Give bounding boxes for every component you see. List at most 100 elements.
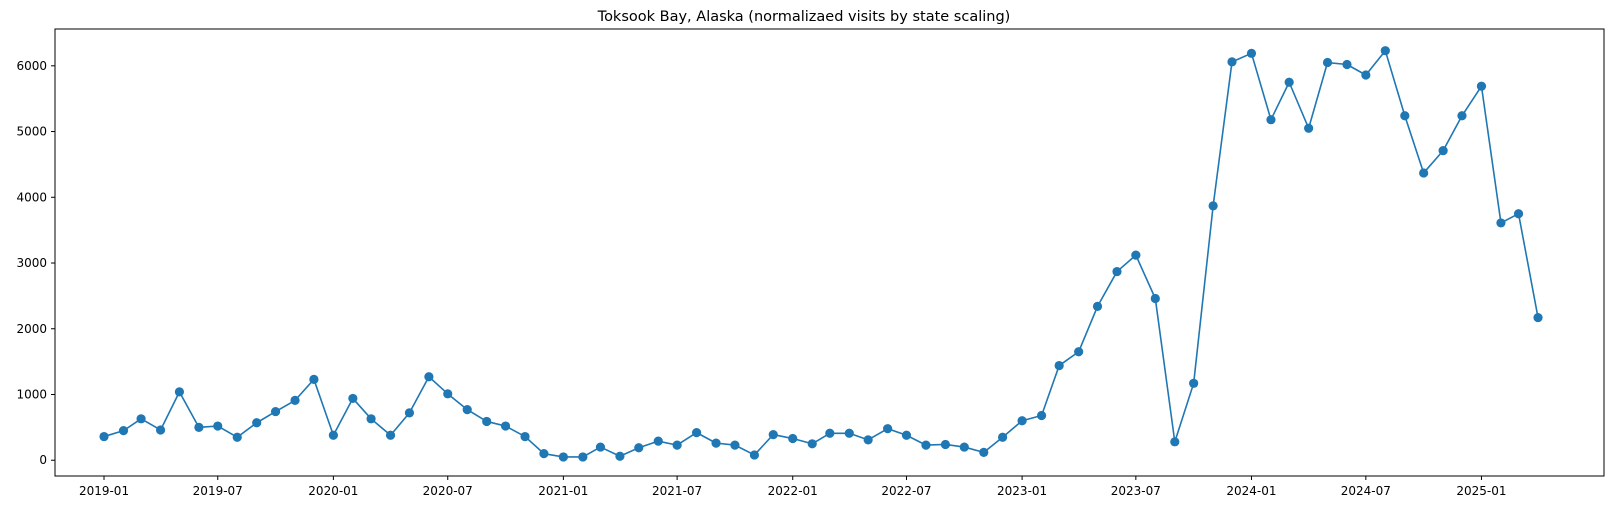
data-point [1074, 347, 1084, 357]
data-point [863, 435, 873, 445]
data-point [1380, 46, 1390, 56]
x-tick-label: 2022-01 [768, 484, 818, 498]
data-point [520, 431, 530, 442]
data-point [1131, 250, 1141, 260]
data-point [136, 414, 146, 424]
data-point [998, 432, 1008, 442]
data-point [1170, 437, 1180, 447]
data-point [270, 406, 281, 417]
data-point [634, 443, 644, 453]
data-point [118, 426, 129, 436]
data-point [1438, 146, 1448, 156]
data-point [788, 433, 798, 444]
data-point [1092, 301, 1103, 311]
data-point [883, 424, 893, 434]
y-tick-label: 1000 [16, 387, 47, 401]
y-tick-label: 2000 [16, 322, 47, 336]
data-point [653, 436, 663, 446]
data-point [940, 439, 951, 450]
x-tick-label: 2019-07 [193, 484, 243, 498]
data-point [1036, 410, 1047, 421]
data-point [1112, 266, 1122, 277]
data-point [1246, 48, 1257, 58]
data-point [959, 442, 969, 452]
data-point [768, 429, 778, 440]
data-point [500, 421, 511, 431]
data-point [328, 430, 338, 440]
x-tick-label: 2023-07 [1111, 484, 1161, 498]
data-point [921, 440, 931, 450]
data-point [539, 449, 549, 459]
y-tick-label: 5000 [16, 125, 47, 139]
data-point [404, 408, 415, 418]
data-point [174, 387, 185, 397]
axis-ticks: 2019-01 2019-07 2020-01 2020-07 2021-01 2021-… [16, 59, 1506, 498]
x-tick-label: 2019-01 [79, 484, 129, 498]
x-tick-label: 2023-01 [997, 484, 1047, 498]
data-point [348, 393, 358, 404]
data-point [462, 405, 472, 415]
data-point [1208, 201, 1218, 211]
data-point [290, 395, 300, 405]
data-point [1227, 57, 1237, 67]
data-point [1400, 111, 1410, 121]
data-point [99, 431, 109, 442]
data-point [1189, 378, 1199, 388]
data-point [424, 372, 434, 382]
data-point [1150, 293, 1160, 304]
chart-title: Toksook Bay, Alaska (normalizaed visits … [597, 9, 1011, 25]
data-point [1496, 218, 1506, 228]
y-tick-label: 3000 [16, 256, 47, 270]
x-tick-label: 2024-01 [1226, 484, 1276, 498]
data-point [672, 440, 682, 450]
data-point [1513, 209, 1524, 219]
data-point [844, 428, 854, 438]
data-point [730, 440, 740, 450]
data-point [558, 452, 568, 462]
x-tick-label: 2022-07 [881, 484, 931, 498]
y-tick-label: 4000 [16, 190, 47, 204]
x-tick-label: 2021-07 [652, 484, 702, 498]
data-point [979, 447, 989, 457]
data-point [443, 389, 453, 399]
data-point [482, 416, 492, 427]
x-tick-label: 2020-07 [423, 484, 473, 498]
data-point [711, 438, 721, 448]
data-point [194, 422, 204, 432]
x-tick-label: 2021-01 [538, 484, 588, 498]
data-point [1476, 81, 1487, 91]
data-point [901, 430, 912, 440]
data-point [1017, 416, 1027, 426]
data-point [232, 432, 242, 442]
data-point [595, 442, 606, 452]
data-point [1533, 312, 1543, 323]
data-point [1284, 77, 1294, 87]
y-tick-label: 6000 [16, 59, 47, 73]
data-point [749, 450, 760, 460]
data-point [807, 439, 817, 449]
x-tick-label: 2025-01 [1456, 484, 1506, 498]
data-point [1342, 59, 1352, 70]
data-point [1419, 168, 1429, 178]
series-line-layer [103, 49, 1539, 458]
data-point [1266, 115, 1276, 125]
plot-area-frame [54, 28, 1605, 477]
data-point [366, 414, 376, 424]
data-point [825, 428, 835, 438]
data-point [1054, 360, 1064, 371]
data-point [252, 418, 262, 428]
data-point [1361, 70, 1371, 80]
data-point [1457, 111, 1467, 121]
x-tick-label: 2024-07 [1341, 484, 1391, 498]
y-tick-label: 0 [39, 453, 47, 467]
data-point [1304, 123, 1314, 133]
x-tick-label: 2020-01 [308, 484, 358, 498]
data-point [385, 430, 396, 440]
data-point [213, 421, 223, 431]
data-point [155, 425, 166, 435]
data-point [578, 452, 588, 462]
data-point [691, 428, 702, 438]
data-point [309, 374, 319, 384]
